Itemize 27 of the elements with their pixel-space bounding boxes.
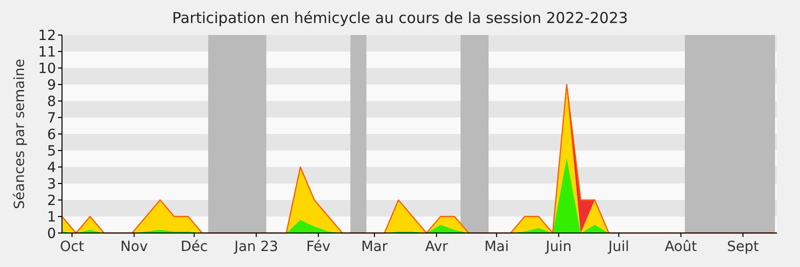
x-tick-label: Juin (544, 239, 572, 255)
y-tick-label: 12 (38, 28, 56, 44)
x-tick-label: Mai (484, 239, 509, 255)
y-tick-label: 8 (47, 94, 56, 110)
y-tick-label: 9 (47, 77, 56, 94)
x-tick-label: Sept (727, 239, 760, 255)
x-tick-label: Nov (120, 239, 148, 255)
chart-title: Participation en hémicycle au cours de la session 2022-2023 (172, 9, 628, 27)
y-tick-label: 2 (47, 192, 56, 209)
y-tick-label: 7 (47, 110, 56, 126)
y-tick-label: 1 (47, 209, 56, 226)
y-tick-label: 0 (47, 226, 56, 242)
x-tick-label: Jan 23 (233, 239, 278, 255)
y-tick-label: 4 (47, 160, 56, 176)
x-tick-label: Fév (306, 239, 330, 255)
y-axis-title: Séances par semaine (12, 58, 28, 210)
x-tick-label: Avr (425, 239, 448, 255)
x-tick-label: Oct (60, 239, 85, 255)
y-tick-label: 10 (38, 60, 56, 77)
y-tick-label: 5 (47, 143, 56, 160)
x-tick-label: Juil (607, 239, 630, 255)
x-tick-label: Déc (180, 239, 208, 255)
x-tick-label: Mar (361, 239, 388, 255)
x-tick-label: Août (664, 239, 698, 255)
y-tick-label: 11 (38, 44, 56, 60)
y-tick-label: 6 (47, 126, 56, 143)
y-tick-label: 3 (47, 176, 56, 192)
